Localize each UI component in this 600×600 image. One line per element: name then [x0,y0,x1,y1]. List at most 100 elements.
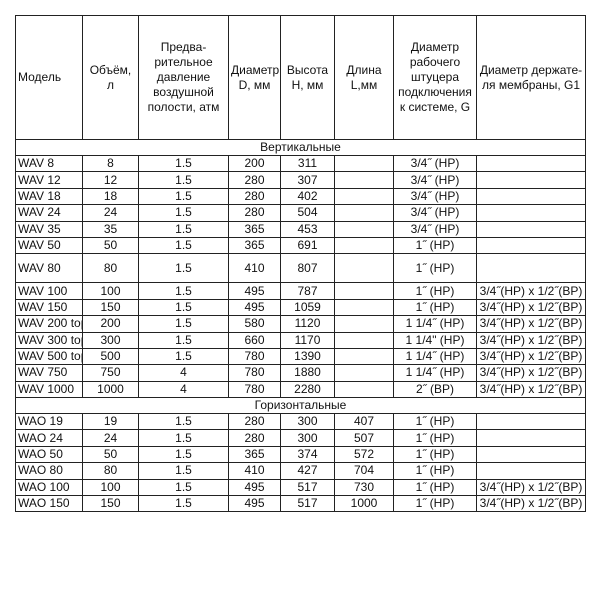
value-cell: 3/4˝ (НР) [393,220,477,238]
value-cell [334,171,394,189]
value-cell: 1120 [280,315,335,333]
value-cell: 1˝ (НР) [393,298,477,317]
value-cell: 1.5 [138,331,229,349]
value-cell: 1˝ (НР) [393,413,477,431]
value-cell [334,154,394,173]
value-cell [334,204,394,222]
value-cell: 572 [334,445,394,464]
value-cell: 1.5 [138,253,229,284]
value-cell: 80 [82,462,139,480]
data-row: WAO 100 100 1.5 495 517 730 1˝ (НР) 3/4˝(НР) x … [15,478,586,497]
value-cell: 517 [280,478,335,497]
value-cell: 1.5 [138,462,229,480]
value-cell [334,331,394,349]
value-cell: 3/4˝(НР) x 1/2˝(ВР) [476,331,586,349]
value-cell: 807 [280,253,335,284]
value-cell: 1.5 [138,154,229,173]
value-cell: 300 [82,331,139,349]
value-cell: 280 [228,204,281,222]
value-cell: 150 [82,298,139,317]
value-cell: 780 [228,380,281,399]
value-cell: 1.5 [138,445,229,464]
value-cell: 2˝ (ВР) [393,380,477,399]
value-cell: 3/4˝(НР) x 1/2˝(ВР) [476,495,586,513]
value-cell: 780 [228,364,281,382]
model-cell: WAO 80 [15,462,83,480]
value-cell: 3/4˝(НР) x 1/2˝(ВР) [476,380,586,399]
section-title: Вертикальные [15,139,586,156]
value-cell [476,429,586,447]
value-cell [476,462,586,480]
value-cell: 2280 [280,380,335,399]
value-cell [334,236,394,255]
value-cell: 780 [228,347,281,366]
value-cell: 1000 [82,380,139,399]
value-cell: 280 [228,413,281,431]
data-row: WAV 24 24 1.5 280 504 3/4˝ (НР) [15,204,586,222]
value-cell: 3/4˝(НР) x 1/2˝(ВР) [476,282,586,300]
data-row: WAV 80 80 1.5 410 807 1˝ (НР) [15,253,586,284]
value-cell: 300 [280,429,335,447]
value-cell: 517 [280,495,335,513]
model-cell: WAV 1000 [15,380,83,399]
value-cell: 80 [82,253,139,284]
value-cell: 1.5 [138,220,229,238]
value-cell: 19 [82,413,139,431]
model-cell: WAV 200 top [15,315,83,333]
header-cell: Длина L,мм [334,15,394,140]
header-cell: Объём, л [82,15,139,140]
value-cell: 18 [82,187,139,206]
data-row: WAO 80 80 1.5 410 427 704 1˝ (НР) [15,462,586,480]
value-cell: 1.5 [138,171,229,189]
value-cell: 1.5 [138,315,229,333]
value-cell: 1.5 [138,298,229,317]
data-row: WAO 50 50 1.5 365 374 572 1˝ (НР) [15,445,586,464]
value-cell: 1 1/4˝ (НР) [393,364,477,382]
value-cell: 3/4˝ (НР) [393,171,477,189]
value-cell [334,347,394,366]
value-cell: 1170 [280,331,335,349]
value-cell: 3/4˝(НР) x 1/2˝(ВР) [476,364,586,382]
value-cell: 704 [334,462,394,480]
value-cell [334,220,394,238]
value-cell: 280 [228,429,281,447]
header-cell: Диаметр держате- ля мембраны, G1 [476,15,586,140]
value-cell: 407 [334,413,394,431]
section-row: Вертикальные [15,139,586,156]
value-cell: 500 [82,347,139,366]
value-cell: 730 [334,478,394,497]
value-cell [334,380,394,399]
value-cell: 691 [280,236,335,255]
header-cell: Высота H, мм [280,15,335,140]
value-cell: 3/4˝(НР) x 1/2˝(ВР) [476,315,586,333]
data-row: WAV 500 top 500 1.5 780 1390 1 1/4˝ (НР) 3/4˝(… [15,347,586,366]
data-row: WAV 300 top 300 1.5 660 1170 1 1/4" (НР) 3/4˝(… [15,331,586,349]
value-cell [476,220,586,238]
data-row: WAV 750 750 4 780 1880 1 1/4˝ (НР) 3/4˝(НР) x … [15,364,586,382]
table-body: Вертикальные WAV 8 8 1.5 200 311 3/4˝ (НР) WAV … [15,139,586,513]
data-row: WAV 1000 1000 4 780 2280 2˝ (ВР) 3/4˝(НР) x 1/… [15,380,586,399]
value-cell: 4 [138,364,229,382]
model-cell: WAV 80 [15,253,83,284]
value-cell [476,204,586,222]
data-row: WAV 100 100 1.5 495 787 1˝ (НР) 3/4˝(НР) x 1/2… [15,282,586,300]
header-cell: Модель [15,15,83,140]
value-cell: 1.5 [138,429,229,447]
header-row: Модель Объём, л Предва- рительное давление… [15,15,586,140]
header-cell: Диаметр D, мм [228,15,281,140]
model-cell: WAV 18 [15,187,83,206]
value-cell: 365 [228,445,281,464]
value-cell: 1˝ (НР) [393,462,477,480]
value-cell: 8 [82,154,139,173]
value-cell [334,187,394,206]
value-cell: 24 [82,429,139,447]
data-row: WAV 150 150 1.5 495 1059 1˝ (НР) 3/4˝(НР) x 1/… [15,298,586,317]
value-cell: 1059 [280,298,335,317]
value-cell: 1.5 [138,187,229,206]
value-cell: 24 [82,204,139,222]
value-cell [476,253,586,284]
model-cell: WAO 24 [15,429,83,447]
value-cell: 1000 [334,495,394,513]
value-cell: 787 [280,282,335,300]
model-cell: WAV 750 [15,364,83,382]
